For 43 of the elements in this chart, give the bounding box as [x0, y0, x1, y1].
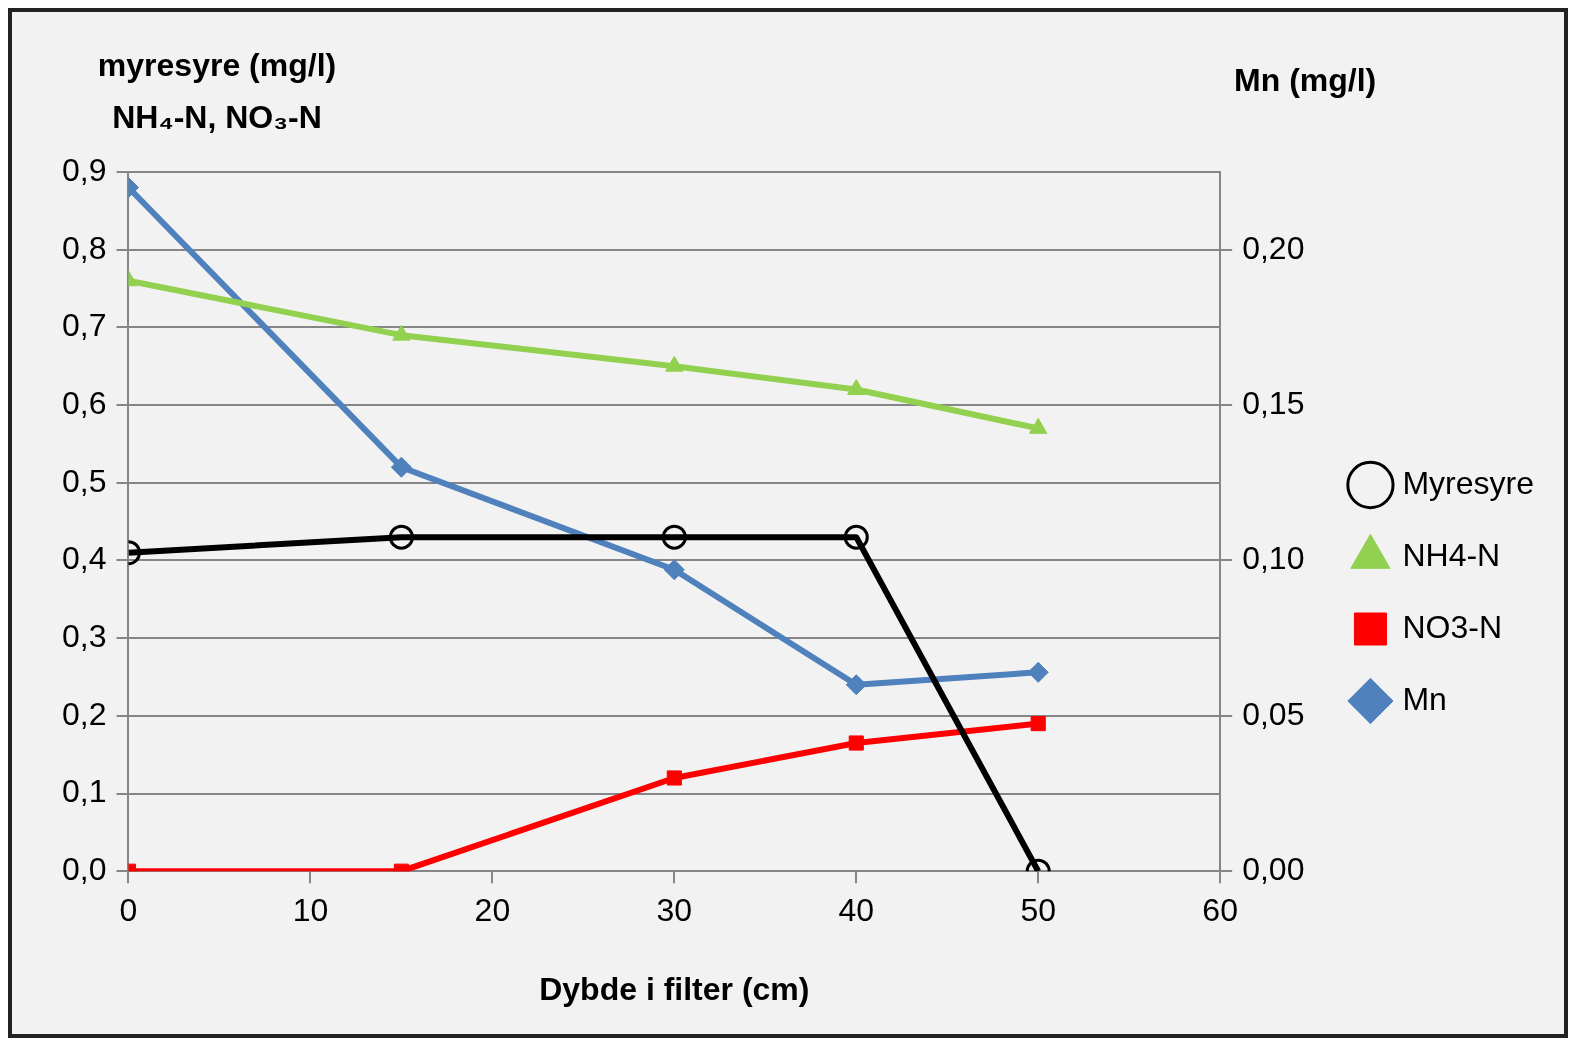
- y2-tick-label: 0,00: [1242, 851, 1305, 888]
- y-tick-label: 0,8: [62, 229, 107, 266]
- y-tick-label: 0,7: [62, 307, 107, 344]
- y-tick-label: 0,3: [62, 617, 107, 654]
- point: [388, 524, 414, 550]
- x-tick-label: 0: [119, 892, 138, 929]
- point: [848, 735, 864, 751]
- legend-label: Mn: [1402, 680, 1447, 717]
- point: [663, 559, 685, 581]
- x-tick-label: 50: [1020, 892, 1057, 929]
- y2-axis-title: Mn (mg/l): [1234, 61, 1377, 98]
- x-tick-label: 20: [474, 892, 511, 929]
- point: [665, 355, 684, 372]
- point: [1030, 716, 1046, 732]
- point: [847, 379, 866, 396]
- y-tick-label: 0,9: [62, 151, 107, 188]
- point: [843, 524, 869, 550]
- y-axis-title: myresyre (mg/l) NH₄-N, NO₃-N: [97, 46, 337, 135]
- y-tick-label: 0,1: [62, 773, 107, 810]
- x-tick-label: 30: [656, 892, 693, 929]
- x-axis-title: Dybde i filter (cm): [539, 970, 810, 1007]
- y-tick-label: 0,6: [62, 384, 107, 421]
- y-tick-label: 0,5: [62, 462, 107, 499]
- y-tick-label: 0,0: [62, 851, 107, 888]
- point: [1027, 661, 1049, 683]
- y2-tick-label: 0,20: [1242, 229, 1305, 266]
- x-tick-label: 10: [292, 892, 329, 929]
- legend-label: NO3-N: [1402, 608, 1502, 645]
- x-tick-label: 40: [838, 892, 875, 929]
- point: [390, 456, 412, 478]
- point: [392, 324, 411, 341]
- y2-tick-label: 0,05: [1242, 695, 1305, 732]
- y-tick-label: 0,4: [62, 540, 107, 577]
- point: [845, 674, 867, 696]
- point: [661, 524, 687, 550]
- point: [1029, 417, 1048, 434]
- x-tick-label: 60: [1202, 892, 1238, 929]
- y2-tick-label: 0,10: [1242, 540, 1305, 577]
- legend-label: Myresyre: [1402, 464, 1534, 501]
- legend-label: NH4-N: [1402, 536, 1501, 573]
- point: [666, 770, 682, 786]
- y-tick-label: 0,2: [62, 695, 107, 732]
- y2-tick-label: 0,15: [1242, 384, 1305, 421]
